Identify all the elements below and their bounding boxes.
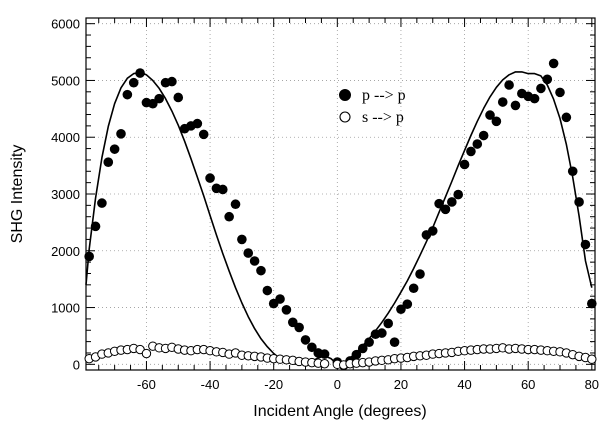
x-tick-labels: -60 -40 -20 0 20 40 60 80 bbox=[137, 377, 599, 392]
data-point-p-p bbox=[319, 349, 330, 359]
y-tick-label: 3000 bbox=[51, 187, 80, 202]
data-point-p-p bbox=[453, 189, 464, 200]
data-point-p-p bbox=[427, 226, 438, 236]
data-point-s-p bbox=[587, 354, 597, 364]
data-point-p-p bbox=[97, 198, 107, 208]
data-point-p-p bbox=[122, 89, 133, 100]
x-tick-label: 60 bbox=[521, 377, 535, 392]
data-point-p-p bbox=[478, 130, 489, 141]
series-layer bbox=[84, 58, 597, 371]
y-tick-label: 5000 bbox=[51, 73, 80, 88]
data-point-p-p bbox=[402, 299, 413, 309]
x-tick-label: -40 bbox=[201, 377, 220, 392]
data-point-p-p bbox=[357, 343, 368, 354]
data-point-p-p bbox=[377, 328, 387, 338]
data-point-p-p bbox=[135, 68, 145, 78]
x-tick-label: 80 bbox=[585, 377, 599, 392]
data-point-p-p bbox=[173, 92, 184, 103]
data-point-p-p bbox=[497, 97, 508, 107]
data-point-p-p bbox=[287, 317, 298, 328]
data-point-p-p bbox=[491, 116, 502, 127]
data-point-p-p bbox=[440, 204, 451, 215]
data-point-p-p bbox=[555, 87, 565, 98]
data-point-p-p bbox=[307, 342, 317, 353]
data-point-p-p bbox=[275, 294, 285, 304]
data-point-p-p bbox=[103, 157, 114, 168]
data-point-p-p bbox=[536, 83, 546, 94]
data-point-p-p bbox=[408, 283, 419, 294]
data-point-p-p bbox=[116, 129, 126, 139]
legend-label-s-p: s --> p bbox=[362, 109, 404, 126]
data-point-p-p bbox=[587, 298, 597, 309]
data-point-p-p bbox=[294, 322, 304, 333]
y-tick-label: 4000 bbox=[51, 130, 80, 145]
data-point-p-p bbox=[256, 265, 266, 276]
data-point-p-p bbox=[351, 349, 362, 360]
data-point-p-p bbox=[580, 239, 591, 250]
legend-marker-filled bbox=[339, 89, 351, 101]
data-point-s-p bbox=[319, 359, 330, 369]
data-point-p-p bbox=[148, 98, 158, 109]
grid-lines bbox=[86, 18, 595, 370]
data-point-p-p bbox=[237, 234, 247, 245]
data-point-p-p bbox=[217, 184, 228, 195]
data-point-p-p bbox=[109, 144, 120, 154]
data-point-p-p bbox=[84, 251, 94, 262]
data-point-p-p bbox=[300, 335, 311, 345]
data-point-p-p bbox=[485, 110, 495, 120]
legend-label-p-p: p --> p bbox=[362, 87, 406, 104]
data-point-p-p bbox=[459, 159, 470, 170]
data-point-p-p bbox=[224, 211, 234, 222]
data-point-p-p bbox=[548, 58, 559, 69]
data-point-p-p bbox=[364, 337, 374, 347]
data-point-p-p bbox=[510, 100, 521, 111]
legend: p --> p s --> p bbox=[339, 87, 406, 126]
data-point-p-p bbox=[447, 197, 457, 207]
data-point-p-p bbox=[542, 74, 553, 85]
data-point-p-p bbox=[567, 166, 578, 177]
data-point-p-p bbox=[198, 129, 209, 140]
data-point-p-p bbox=[128, 77, 139, 88]
y-axis-title: SHG Intensity bbox=[9, 145, 26, 244]
y-tick-label: 6000 bbox=[51, 17, 80, 32]
fit-curve-line bbox=[85, 71, 593, 366]
x-tick-label: -60 bbox=[137, 377, 156, 392]
data-point-p-p bbox=[529, 93, 540, 104]
data-point-s-p bbox=[141, 348, 152, 359]
data-point-p-p bbox=[466, 146, 476, 157]
data-point-p-p bbox=[415, 269, 425, 279]
x-axis-title: Incident Angle (degrees) bbox=[253, 403, 426, 420]
data-point-p-p bbox=[434, 198, 444, 209]
data-point-p-p bbox=[389, 337, 400, 347]
data-point-p-p bbox=[561, 112, 572, 123]
data-point-p-p bbox=[205, 173, 215, 183]
data-point-p-p bbox=[90, 221, 101, 232]
data-point-p-p bbox=[192, 118, 203, 129]
data-point-p-p bbox=[383, 318, 394, 329]
data-point-p-p bbox=[230, 199, 241, 210]
y-tick-label: 1000 bbox=[51, 301, 80, 316]
y-tick-label: 0 bbox=[73, 357, 80, 372]
legend-marker-open bbox=[339, 111, 351, 123]
data-point-p-p bbox=[243, 248, 254, 258]
y-tick-label: 2000 bbox=[51, 244, 80, 259]
data-point-p-p bbox=[504, 80, 514, 90]
x-tick-label: 20 bbox=[394, 377, 408, 392]
data-point-p-p bbox=[574, 197, 584, 207]
y-tick-labels: 0 1000 2000 3000 4000 5000 6000 bbox=[51, 17, 80, 373]
data-point-p-p bbox=[167, 76, 177, 87]
data-point-p-p bbox=[262, 285, 273, 296]
data-point-p-p bbox=[249, 256, 260, 266]
data-point-p-p bbox=[472, 139, 483, 149]
data-point-p-p bbox=[396, 304, 406, 315]
data-point-p-p bbox=[154, 93, 164, 104]
x-tick-label: 40 bbox=[457, 377, 471, 392]
x-tick-label: 0 bbox=[334, 377, 341, 392]
axis-ticks bbox=[86, 18, 595, 370]
data-point-p-p bbox=[281, 305, 292, 315]
x-tick-label: -20 bbox=[264, 377, 283, 392]
